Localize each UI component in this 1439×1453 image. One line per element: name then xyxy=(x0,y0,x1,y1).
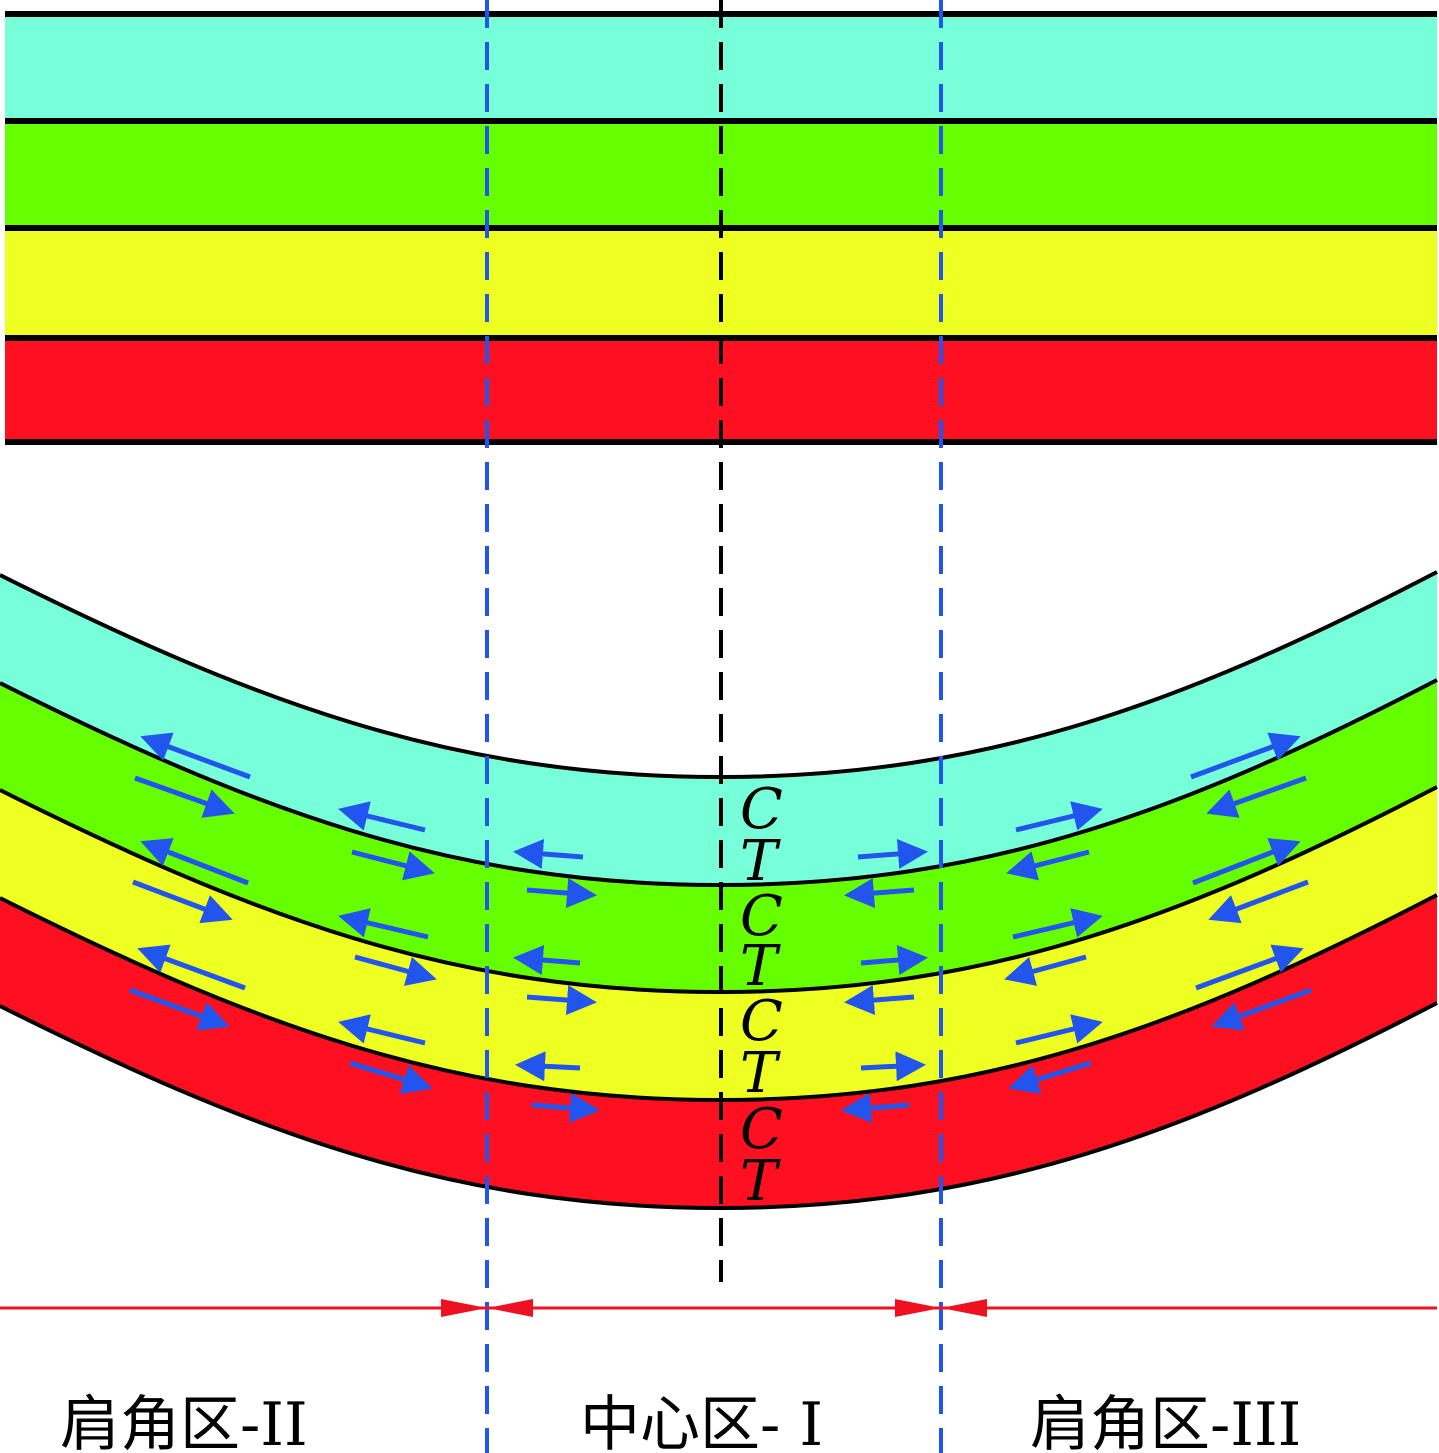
outward-stress-arrow-left xyxy=(137,944,246,991)
inward-stress-arrow-left xyxy=(349,1060,433,1094)
inward-stress-arrow-left xyxy=(351,849,435,881)
inward-stress-arrow-left xyxy=(129,987,230,1031)
folded-layers xyxy=(0,570,1438,1211)
zone-label-center-i: 中心区- I xyxy=(580,1390,823,1453)
inward-stress-arrow-right xyxy=(1206,775,1307,818)
inward-stress-arrow-right xyxy=(1008,1060,1092,1094)
outward-stress-arrow-left xyxy=(140,838,249,886)
inward-stress-arrow-right xyxy=(1004,954,1087,986)
folded-boundary-5 xyxy=(0,1001,1438,1211)
zone-span-arrowhead xyxy=(941,1299,987,1317)
inward-stress-arrow-right xyxy=(1006,849,1090,881)
folded-layer-4 xyxy=(0,895,1437,1208)
outward-stress-arrow-right xyxy=(1015,1014,1103,1046)
zone-span-arrowhead xyxy=(895,1299,941,1317)
compression-letter: C xyxy=(740,989,783,1054)
inward-stress-arrow-right xyxy=(844,985,915,1016)
outward-stress-arrow-right xyxy=(860,945,928,975)
outward-stress-arrow-left xyxy=(338,1014,426,1046)
outward-stress-arrow-left xyxy=(515,1051,581,1082)
zone-label-shoulder-iii: 肩角区-III xyxy=(1030,1390,1301,1453)
zone-span-arrowhead xyxy=(487,1299,533,1317)
outward-stress-arrow-right xyxy=(1190,732,1301,780)
zone-span-arrows xyxy=(0,1299,1437,1317)
tension-letter: T xyxy=(740,1149,781,1214)
zone-label-shoulder-ii: 肩角区-II xyxy=(60,1390,308,1453)
outward-stress-arrow-left xyxy=(338,801,426,833)
inward-stress-arrow-right xyxy=(1208,879,1309,924)
inward-stress-arrow-left xyxy=(526,878,597,909)
compression-letter: C xyxy=(740,884,783,949)
outward-stress-arrow-left xyxy=(338,908,429,940)
outward-stress-arrow-right xyxy=(1195,944,1304,991)
tension-letter: T xyxy=(740,934,781,999)
stress-arrows xyxy=(129,732,1312,1123)
compression-letter: C xyxy=(740,1097,783,1162)
inward-stress-arrow-left xyxy=(354,954,437,986)
inward-stress-arrow-right xyxy=(1211,987,1312,1031)
compression-letter: C xyxy=(740,777,783,842)
outward-stress-arrow-right xyxy=(1012,908,1103,940)
outward-stress-arrow-right xyxy=(1192,838,1301,886)
zone-span-arrowhead xyxy=(441,1299,487,1317)
tension-letter: T xyxy=(740,829,781,894)
inward-stress-arrow-right xyxy=(841,1093,910,1123)
outward-stress-arrow-left xyxy=(513,838,584,869)
inward-stress-arrow-right xyxy=(844,878,915,909)
outward-stress-arrow-right xyxy=(1015,801,1103,833)
inward-stress-arrow-left xyxy=(132,879,233,924)
inward-stress-arrow-left xyxy=(531,1093,600,1123)
outward-stress-arrow-right xyxy=(857,838,928,869)
outward-stress-arrow-left xyxy=(513,945,581,975)
inward-stress-arrow-left xyxy=(526,985,597,1016)
outward-stress-arrow-right xyxy=(860,1051,926,1082)
inward-stress-arrow-left xyxy=(134,775,235,818)
tension-letter: T xyxy=(740,1041,781,1106)
outward-stress-arrow-left xyxy=(140,732,251,780)
